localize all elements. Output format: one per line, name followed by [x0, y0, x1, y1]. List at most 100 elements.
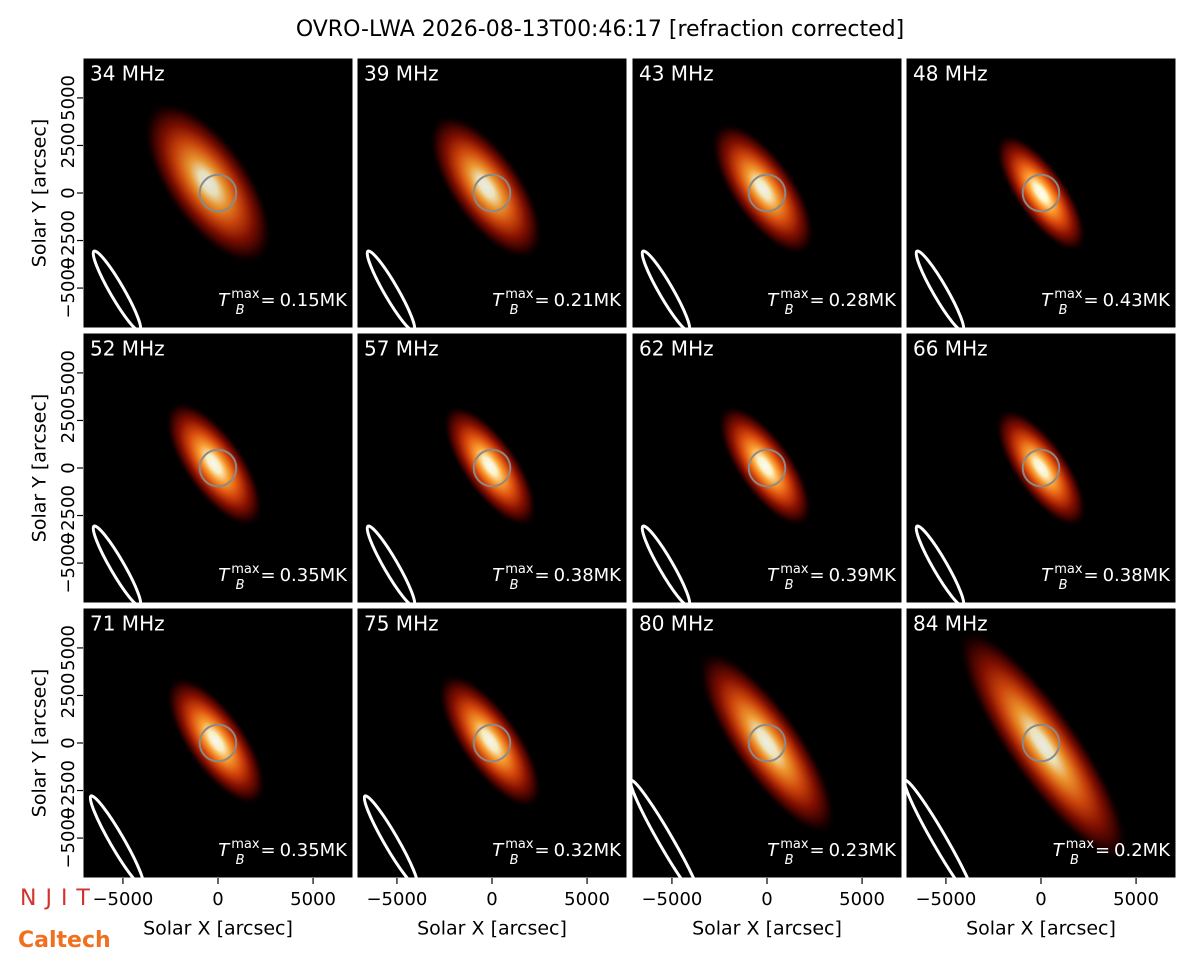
x-axis-label: Solar X [arcsec]: [692, 918, 842, 940]
y-tick-label: −5000: [58, 533, 79, 594]
emission-blob: [143, 101, 273, 265]
tb-relation: =: [1095, 840, 1110, 861]
tb-symbol: T: [218, 290, 231, 311]
frequency-label: 84 MHz: [913, 612, 988, 636]
tb-sup: max: [1054, 562, 1083, 577]
tb-value: 0.38MK: [1103, 565, 1172, 586]
solar-disk: [198, 723, 238, 763]
x-tick-label: 5000: [1113, 889, 1159, 910]
y-tick-label: −2500: [58, 210, 79, 271]
tb-sup: max: [1066, 837, 1095, 852]
panel: [632, 58, 902, 328]
tb-symbol: T: [1041, 290, 1054, 311]
beam: [365, 524, 417, 603]
beam: [91, 249, 143, 328]
tb-symbol: T: [1053, 840, 1066, 861]
beam: [914, 249, 966, 328]
tb-sup: max: [505, 837, 534, 852]
panel: [357, 58, 627, 328]
tb-sup: max: [780, 562, 809, 577]
frequency-label: 39 MHz: [364, 62, 439, 86]
beam: [906, 778, 978, 878]
panel-frame: [905, 57, 1177, 329]
x-tick-label: 5000: [839, 889, 885, 910]
tb-sub: B: [1070, 853, 1079, 868]
tb-sub: B: [510, 853, 519, 868]
tb-relation: =: [260, 290, 275, 311]
solar-disk: [747, 448, 787, 488]
x-tick-label: 0: [212, 889, 223, 910]
x-tick-label: −5000: [366, 889, 427, 910]
panel: [357, 333, 627, 603]
tb-symbol: T: [767, 565, 780, 586]
tb-relation: =: [534, 290, 549, 311]
x-tick-label: 0: [486, 889, 497, 910]
emission-blob: [442, 404, 538, 528]
solar-disk: [747, 173, 787, 213]
emission-blob: [957, 628, 1129, 862]
panel: [83, 333, 353, 603]
tb-sub: B: [236, 578, 245, 593]
solar-disk: [1021, 448, 1061, 488]
frequency-label: 66 MHz: [913, 337, 988, 361]
panel: [906, 333, 1176, 603]
frequency-label: 75 MHz: [364, 612, 439, 636]
tb-relation: =: [809, 290, 824, 311]
tb-sup: max: [505, 287, 534, 302]
x-tick-label: −5000: [641, 889, 702, 910]
x-tick-label: 5000: [290, 889, 336, 910]
x-tick-label: 0: [1035, 889, 1046, 910]
panel: [83, 608, 353, 878]
tb-value: 0.15MK: [280, 290, 349, 311]
beam: [914, 524, 966, 603]
tb-relation: =: [534, 840, 549, 861]
beam: [365, 249, 417, 328]
beam: [88, 794, 146, 878]
solar-disk: [198, 448, 238, 488]
y-tick-label: 5000: [58, 350, 79, 396]
tb-sup: max: [1054, 287, 1083, 302]
panel-frame: [905, 332, 1177, 604]
tb-value: 0.38MK: [554, 565, 623, 586]
tb-value: 0.23MK: [829, 840, 898, 861]
frequency-label: 57 MHz: [364, 337, 439, 361]
y-tick-label: −2500: [58, 760, 79, 821]
tb-sub: B: [785, 303, 794, 318]
y-axis-label: Solar Y [arcsec]: [29, 669, 51, 817]
frequency-label: 52 MHz: [90, 337, 165, 361]
emission-blob: [711, 122, 815, 256]
y-tick-label: 2500: [58, 398, 79, 444]
tb-sup: max: [780, 287, 809, 302]
y-tick-label: −5000: [58, 258, 79, 319]
y-axis-label: Solar Y [arcsec]: [29, 119, 51, 267]
panel: [632, 608, 902, 878]
solar-disk: [198, 173, 238, 213]
solar-disk: [472, 448, 512, 488]
beam: [91, 524, 143, 603]
tb-symbol: T: [492, 565, 505, 586]
tb-sup: max: [231, 562, 260, 577]
y-tick-label: 5000: [58, 625, 79, 671]
figure-title: OVRO-LWA 2026-08-13T00:46:17 [refraction…: [296, 17, 904, 42]
tb-relation: =: [534, 565, 549, 586]
frequency-label: 48 MHz: [913, 62, 988, 86]
tb-relation: =: [809, 565, 824, 586]
panel-frame: [631, 332, 903, 604]
tb-sub: B: [236, 853, 245, 868]
tb-value: 0.35MK: [280, 565, 349, 586]
y-tick-label: 2500: [58, 123, 79, 169]
tb-symbol: T: [218, 565, 231, 586]
tb-relation: =: [260, 565, 275, 586]
tb-sub: B: [785, 853, 794, 868]
y-tick-label: 2500: [58, 673, 79, 719]
logo-caltech: Caltech: [18, 928, 111, 953]
beam: [640, 524, 692, 603]
